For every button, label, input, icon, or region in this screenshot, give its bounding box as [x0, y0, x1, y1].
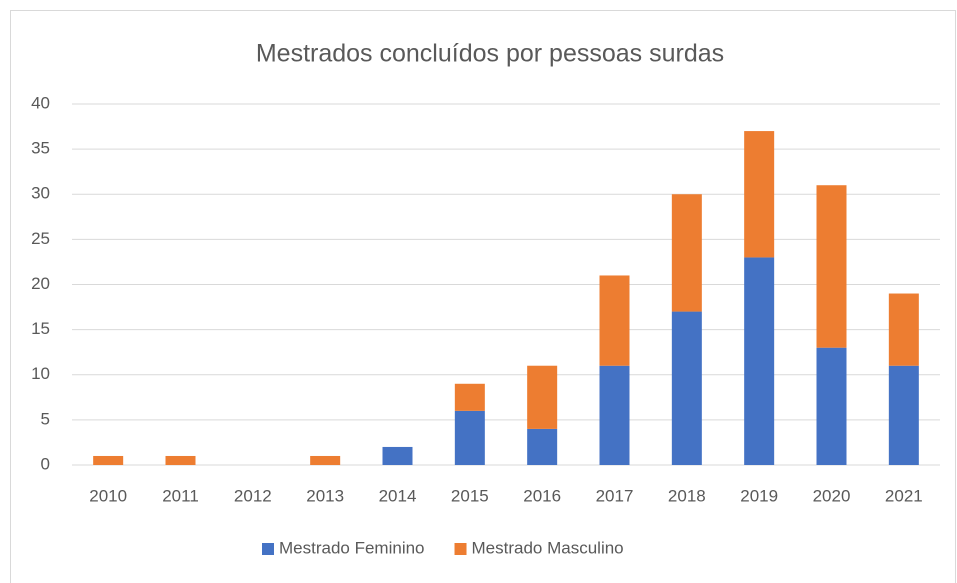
chart-title: Mestrados concluídos por pessoas surdas: [256, 40, 724, 68]
y-tick-label: 35: [31, 139, 50, 158]
bar-segment: [454, 383, 485, 411]
x-tick-label: 2018: [668, 486, 706, 505]
x-tick-label: 2014: [379, 486, 417, 505]
bar-segment: [382, 446, 413, 465]
y-tick-label: 30: [31, 184, 50, 203]
y-tick-label: 40: [31, 93, 50, 112]
x-tick-label: 2019: [740, 486, 778, 505]
x-tick-label: 2010: [89, 486, 127, 505]
bar-segment: [816, 185, 847, 348]
bar-segment: [310, 455, 341, 465]
bar-segment: [888, 293, 919, 366]
x-tick-label: 2016: [523, 486, 561, 505]
legend-label: Mestrado Masculino: [472, 538, 624, 557]
bar-segment: [671, 194, 702, 312]
bar-segment: [454, 410, 485, 465]
legend-swatch: [454, 543, 467, 555]
bar-segment: [599, 365, 630, 465]
x-tick-label: 2015: [451, 486, 489, 505]
y-tick-label: 5: [41, 409, 50, 428]
bar-segment: [888, 365, 919, 465]
y-tick-label: 20: [31, 274, 50, 293]
legend-swatch: [262, 543, 274, 555]
y-tick-label: 0: [41, 454, 50, 473]
bar-segment: [671, 311, 702, 465]
bar-segment: [816, 347, 847, 465]
x-tick-label: 2013: [306, 486, 344, 505]
bar-segment: [93, 455, 124, 465]
x-tick-label: 2011: [162, 486, 199, 505]
y-tick-label: 25: [31, 229, 50, 248]
x-tick-label: 2020: [813, 486, 851, 505]
bar-segment: [599, 275, 630, 366]
bar-segment: [527, 428, 558, 465]
x-tick-label: 2021: [885, 486, 923, 505]
legend-label: Mestrado Feminino: [279, 538, 425, 557]
bar-segment: [527, 365, 558, 429]
bar-segment: [744, 131, 775, 258]
bar-segment: [744, 257, 775, 465]
y-tick-label: 10: [31, 364, 50, 383]
bar-segment: [165, 455, 196, 465]
x-tick-label: 2012: [234, 486, 272, 505]
y-tick-label: 15: [31, 319, 50, 338]
x-tick-label: 2017: [596, 486, 634, 505]
chart-frame: [10, 10, 956, 583]
